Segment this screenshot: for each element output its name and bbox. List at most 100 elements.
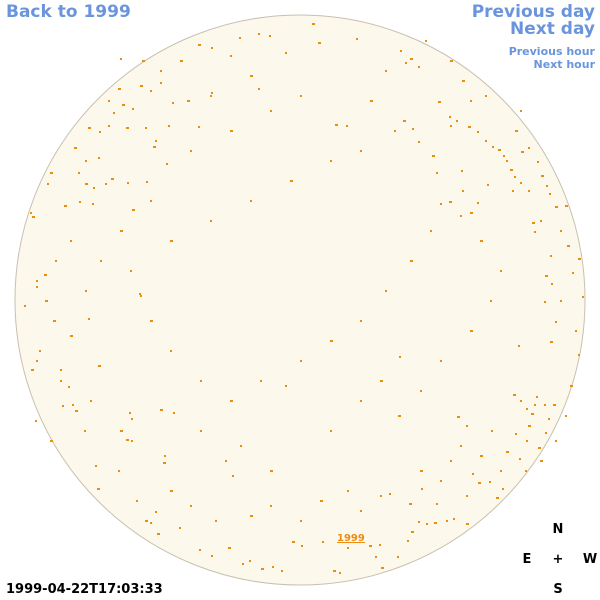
sunspot-marker bbox=[150, 320, 153, 322]
sunspot-marker bbox=[487, 184, 489, 186]
sunspot-marker bbox=[285, 52, 287, 54]
sunspot-marker bbox=[582, 296, 584, 298]
sunspot-marker bbox=[320, 500, 323, 502]
sunspot-marker bbox=[230, 400, 233, 402]
sunspot-marker bbox=[105, 183, 107, 185]
sunspot-marker bbox=[211, 47, 213, 49]
sunspot-marker bbox=[385, 70, 387, 72]
sunspot-marker bbox=[438, 101, 441, 103]
sunspot-marker bbox=[85, 160, 87, 162]
sunspot-marker bbox=[575, 330, 577, 332]
next-hour-link[interactable]: Next hour bbox=[533, 58, 596, 71]
sunspot-marker bbox=[93, 187, 95, 189]
sunspot-marker bbox=[322, 541, 324, 543]
sunspot-marker bbox=[99, 131, 101, 133]
sunspot-marker bbox=[155, 140, 157, 142]
sunspot-marker bbox=[97, 488, 100, 490]
sunspot-marker bbox=[68, 386, 70, 388]
back-to-year-link[interactable]: Back to 1999 bbox=[6, 2, 131, 22]
sunspot-marker bbox=[555, 206, 558, 208]
sunspot-marker bbox=[281, 570, 283, 572]
sunspot-marker bbox=[500, 270, 502, 272]
sunspot-marker bbox=[551, 283, 553, 285]
previous-hour-link[interactable]: Previous hour bbox=[508, 45, 595, 58]
sunspot-marker bbox=[232, 475, 234, 477]
sunspot-marker bbox=[98, 365, 101, 367]
sunspot-marker bbox=[200, 430, 202, 432]
sunspot-marker bbox=[449, 116, 451, 118]
sunspot-marker bbox=[520, 400, 522, 402]
sunspot-marker bbox=[270, 470, 273, 472]
sunspot-marker bbox=[512, 190, 514, 192]
sunspot-marker bbox=[555, 440, 557, 442]
sunspot-marker bbox=[157, 533, 160, 535]
sunspot-marker bbox=[578, 354, 580, 356]
next-day-link[interactable]: Next day bbox=[510, 19, 595, 39]
sunspot-marker bbox=[108, 125, 110, 127]
sunspot-marker bbox=[460, 215, 462, 217]
sunspot-marker bbox=[553, 404, 556, 406]
sunspot-marker bbox=[397, 556, 399, 558]
sunspot-marker bbox=[131, 440, 133, 442]
sunspot-marker bbox=[139, 293, 141, 295]
sunspot-marker bbox=[180, 60, 183, 62]
sunspot-marker bbox=[272, 566, 274, 568]
sunspot-marker bbox=[466, 523, 469, 525]
sunspot-marker bbox=[502, 488, 504, 490]
sunspot-marker bbox=[379, 544, 381, 546]
sunspot-markers bbox=[24, 23, 584, 574]
sunspot-marker bbox=[199, 549, 201, 551]
sunspot-marker bbox=[330, 160, 332, 162]
sunspot-marker bbox=[230, 55, 232, 57]
sunspot-marker bbox=[145, 127, 147, 129]
sunspot-marker bbox=[506, 451, 509, 453]
sunspot-marker bbox=[31, 369, 34, 371]
sunspot-marker bbox=[113, 112, 115, 114]
sunspot-marker bbox=[403, 120, 406, 122]
sunspot-marker bbox=[545, 432, 547, 434]
sunspot-marker bbox=[339, 572, 341, 574]
sunspot-marker bbox=[515, 130, 518, 132]
sunspot-marker bbox=[111, 178, 114, 180]
sunspot-marker bbox=[173, 412, 175, 414]
previous-day-link[interactable]: Previous day bbox=[471, 2, 595, 22]
sunspot-marker bbox=[370, 100, 373, 102]
sunspot-marker bbox=[418, 141, 420, 143]
sunspot-marker bbox=[421, 488, 423, 490]
sunspot-marker bbox=[492, 146, 494, 148]
sunspot-marker bbox=[150, 90, 152, 92]
sunspot-marker bbox=[84, 430, 86, 432]
sunspot-marker bbox=[412, 128, 414, 130]
sunspot-marker bbox=[118, 470, 120, 472]
sunspot-marker bbox=[449, 201, 452, 203]
sunspot-marker bbox=[560, 230, 562, 232]
sunspot-marker bbox=[136, 500, 138, 502]
sunspot-marker bbox=[453, 518, 455, 520]
year-link[interactable]: 1999 bbox=[337, 533, 365, 544]
sunspot-marker bbox=[225, 460, 227, 462]
sunspot-marker bbox=[85, 183, 88, 185]
sunspot-marker bbox=[164, 455, 166, 457]
sunspot-marker bbox=[360, 400, 362, 402]
sunspot-marker bbox=[450, 460, 452, 462]
sunspot-marker bbox=[347, 547, 349, 549]
sunspot-marker bbox=[565, 415, 567, 417]
sunspot-marker bbox=[74, 147, 77, 149]
sunspot-marker bbox=[330, 340, 333, 342]
compass-east-label: E bbox=[522, 552, 532, 567]
sunspot-marker bbox=[210, 220, 212, 222]
sunspot-marker bbox=[190, 150, 192, 152]
sunspot-marker bbox=[485, 95, 487, 97]
sunspot-marker bbox=[519, 458, 521, 460]
sunspot-marker bbox=[333, 570, 336, 572]
sunspot-marker bbox=[146, 181, 148, 183]
sunspot-marker bbox=[300, 95, 302, 97]
sunspot-marker bbox=[250, 515, 253, 517]
sunspot-marker bbox=[510, 169, 513, 171]
sunspot-marker bbox=[498, 149, 501, 151]
sunspot-marker bbox=[330, 430, 332, 432]
sunspot-marker bbox=[258, 33, 260, 35]
sunspot-marker bbox=[578, 258, 581, 260]
sunspot-marker bbox=[399, 356, 401, 358]
